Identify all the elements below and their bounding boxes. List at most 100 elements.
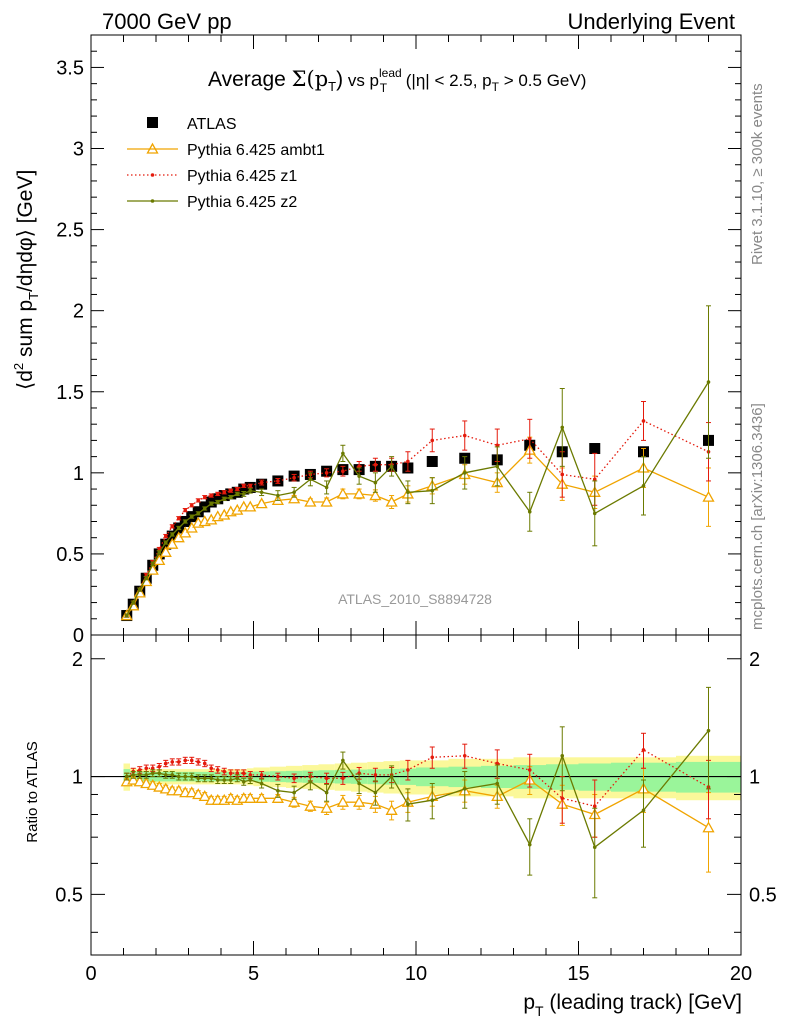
- main-z1-point: [228, 488, 233, 493]
- main-y-tick-label: 1: [73, 463, 84, 485]
- ratio-ambt1-point: [385, 803, 398, 815]
- main-ambt1-point: [153, 554, 166, 566]
- ratio-z2-point: [560, 753, 565, 758]
- legend-z1-marker: [150, 173, 155, 177]
- ratio-z1-point: [150, 766, 155, 771]
- main-z1-point: [176, 516, 181, 521]
- main-z1-point: [202, 495, 207, 499]
- ratio-z1-point: [144, 766, 149, 771]
- ratio-ambt1-point: [224, 791, 237, 803]
- main-z2-point: [592, 511, 597, 516]
- main-ambt1-point: [336, 487, 349, 499]
- main-z2-point: [389, 464, 394, 469]
- mcplots-label: mcplots.cern.ch [arXiv:1306.3436]: [749, 403, 766, 630]
- ratio-ambt1-point: [244, 791, 257, 803]
- ratio-ambt1-point: [192, 788, 205, 800]
- header-right: Underlying Event: [567, 9, 735, 34]
- x-axis-label: pT (leading track) [GeV]: [523, 991, 742, 1019]
- main-ambt1-point: [369, 489, 382, 501]
- x-tick-label: 5: [248, 963, 259, 985]
- main-z1-point: [183, 508, 188, 512]
- ratio-z2-point: [389, 774, 394, 779]
- legend: ATLAS Pythia 6.425 ambt1 Pythia 6.425 z1…: [127, 116, 325, 211]
- ratio-ambt1-point: [288, 795, 301, 807]
- ratio-ambt1-point: [255, 791, 268, 803]
- ratio-panel: 0 5 10 15 20 0.5 0.5 1 1 2 2: [55, 634, 777, 985]
- main-z1-point: [592, 477, 597, 482]
- main-ambt1-point: [244, 500, 257, 512]
- main-ambt1-point: [166, 537, 179, 549]
- ratio-z2-point: [373, 790, 378, 795]
- main-z2-point: [292, 490, 296, 495]
- ratio-z1-point: [495, 761, 500, 766]
- main-z2-point: [150, 561, 155, 566]
- ratio-z1-point: [324, 776, 329, 781]
- ratio-ambt1-point: [133, 775, 146, 787]
- ratio-ambt1-point: [146, 778, 159, 790]
- main-z2-point: [341, 451, 345, 456]
- ratio-z1-point: [183, 758, 188, 763]
- ratio-z1-point: [592, 804, 597, 809]
- main-z1-point: [259, 480, 264, 485]
- ratio-z2-point: [495, 781, 500, 786]
- main-z1-point: [357, 464, 361, 469]
- ratio-z1-point: [276, 774, 280, 779]
- main-z2-point: [157, 550, 162, 555]
- ratio-y-axis-label: Ratio to ATLAS: [24, 741, 41, 842]
- rivet-version-label: Rivet 3.1.10, ≥ 300k events: [749, 83, 766, 265]
- main-y-tick-label: 0: [73, 625, 84, 647]
- ratio-z2-point: [157, 771, 162, 776]
- x-tick-label: 10: [405, 963, 427, 985]
- main-ambt1-point: [385, 495, 398, 507]
- main-z1-point: [495, 443, 500, 448]
- main-z2-point: [189, 514, 194, 519]
- main-z2-point: [176, 526, 181, 530]
- ratio-ambt1-point: [127, 773, 140, 785]
- main-atlas-point: [212, 493, 224, 505]
- ratio-z1-point: [202, 761, 207, 766]
- ratio-z1-point: [527, 768, 532, 772]
- analysis-id-label: ATLAS_2010_S8894728: [338, 591, 492, 607]
- main-z2-point: [163, 540, 168, 545]
- ratio-z1-point: [189, 758, 194, 763]
- ratio-z1-point: [341, 776, 345, 781]
- main-z1-point: [170, 524, 175, 529]
- legend-ambt1-marker: [146, 142, 159, 154]
- ratio-ambt1-point: [172, 784, 185, 796]
- ratio-z1-point: [209, 766, 214, 771]
- ratio-z2-point: [137, 773, 142, 777]
- ratio-z2-point: [131, 773, 136, 777]
- main-z1-point: [248, 484, 253, 488]
- ratio-z2-point: [241, 779, 246, 784]
- ratio-z2-point: [592, 845, 597, 849]
- ratio-y-tick-label-right: 2: [749, 649, 760, 671]
- ratio-z2-point: [706, 728, 711, 733]
- main-y-tick-label: 0.5: [56, 544, 84, 566]
- ratio-z2-point: [324, 790, 329, 795]
- main-z2-point: [222, 496, 227, 501]
- ratio-ambt1-point: [353, 795, 366, 807]
- ratio-z1-point: [137, 768, 142, 772]
- main-z2-point: [560, 425, 565, 430]
- main-z2-point: [202, 506, 207, 511]
- main-ambt1-point: [320, 495, 333, 507]
- ratio-z1-point: [406, 768, 410, 772]
- main-y-axis-label: ⟨d2 sum pT/dηdφ⟩ [GeV]: [11, 170, 41, 390]
- legend-atlas-marker: [147, 117, 158, 128]
- main-z1-point: [215, 492, 220, 496]
- ratio-z2-point: [144, 773, 149, 777]
- main-z1-point: [241, 484, 246, 488]
- ratio-series-z2: [124, 686, 711, 899]
- ratio-z1-point: [248, 773, 253, 777]
- ratio-z2-point: [235, 776, 240, 781]
- main-z1-point: [527, 436, 532, 441]
- main-atlas-point: [218, 490, 230, 502]
- ratio-ambt1-point: [702, 821, 715, 833]
- main-z2-point: [137, 587, 142, 592]
- main-z2-point: [259, 490, 264, 495]
- ratio-y-tick-label-left: 1: [72, 767, 83, 789]
- main-ambt1-point: [304, 495, 317, 507]
- legend-entry-atlas: ATLAS: [147, 116, 237, 133]
- ratio-z2-point: [170, 773, 175, 777]
